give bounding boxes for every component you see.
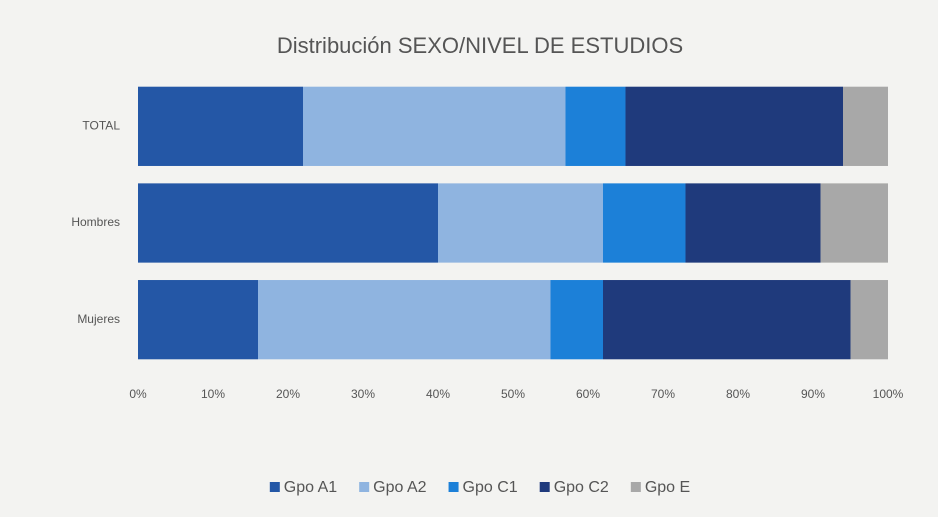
x-tick-label: 90% [801, 387, 825, 401]
bar-segment [685, 183, 821, 263]
x-tick-label: 30% [351, 387, 375, 401]
bar-segment [138, 280, 258, 360]
legend-label: Gpo C1 [463, 479, 518, 496]
legend-label: Gpo E [645, 479, 690, 496]
legend-swatch [630, 482, 641, 492]
legend-label: Gpo A1 [284, 479, 337, 496]
bar-segment [625, 86, 843, 166]
bar-segment [820, 183, 888, 263]
bar-segment [438, 183, 603, 263]
x-tick-label: 70% [651, 387, 675, 401]
x-tick-label: 60% [576, 387, 600, 401]
x-tick-label: 100% [873, 387, 904, 401]
chart-title: Distribución SEXO/NIVEL DE ESTUDIOS [277, 33, 683, 58]
legend-swatch [539, 482, 550, 492]
x-tick-label: 20% [276, 387, 300, 401]
y-tick-label: Hombres [71, 215, 120, 229]
legend-swatch [269, 482, 280, 492]
bar-segment [303, 86, 566, 166]
bar-segment [603, 280, 851, 360]
x-tick-label: 40% [426, 387, 450, 401]
bar-segment [603, 183, 686, 263]
y-tick-label: TOTAL [82, 119, 120, 133]
legend-label: Gpo A2 [373, 479, 426, 496]
x-tick-label: 80% [726, 387, 750, 401]
x-tick-label: 50% [501, 387, 525, 401]
bar-segment [550, 280, 603, 360]
bar-segment [138, 86, 303, 166]
bar-segment [843, 86, 888, 166]
bar-segment [138, 183, 438, 263]
legend-label: Gpo C2 [554, 479, 609, 496]
y-tick-label: Mujeres [77, 312, 120, 326]
x-tick-label: 10% [201, 387, 225, 401]
bar-segment [565, 86, 626, 166]
bar-segment [850, 280, 888, 360]
legend-swatch [448, 482, 459, 492]
x-tick-label: 0% [129, 387, 147, 401]
bar-segment [258, 280, 551, 360]
legend-swatch [359, 482, 370, 492]
